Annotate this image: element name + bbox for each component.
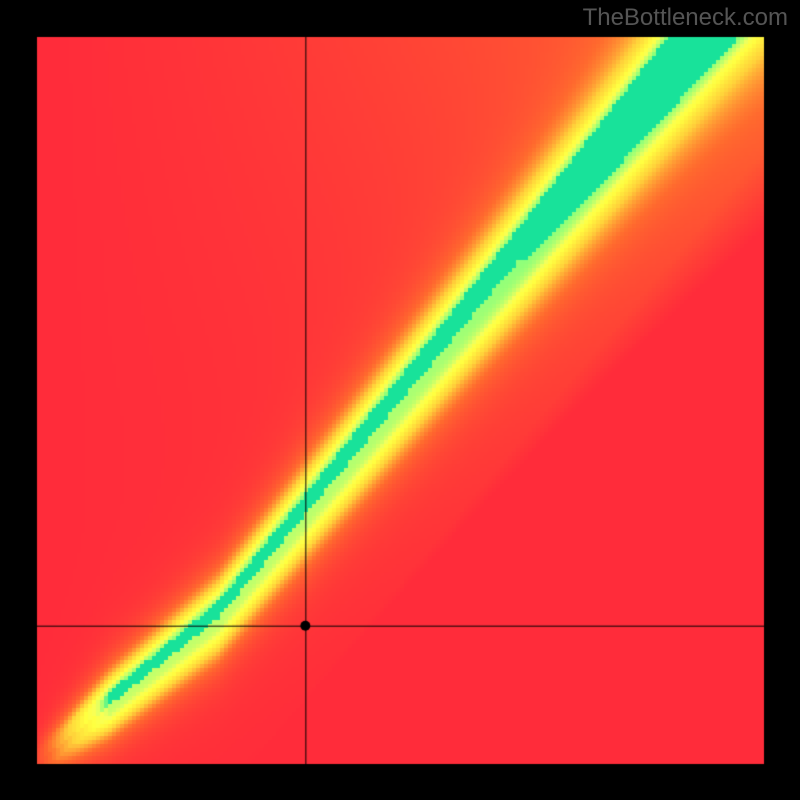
- bottleneck-heatmap: [0, 0, 800, 800]
